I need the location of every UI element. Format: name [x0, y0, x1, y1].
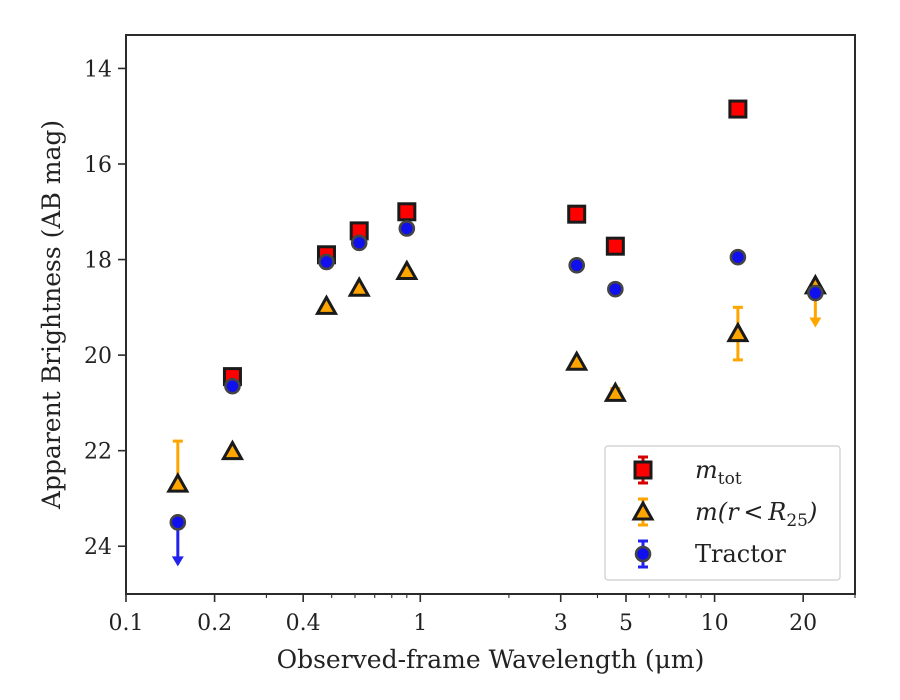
- y-tick-label: 16: [84, 153, 112, 178]
- x-tick-label: 0.4: [286, 611, 321, 636]
- data-point: [220, 439, 245, 461]
- y-tick-label: 24: [84, 535, 112, 560]
- data-point: [350, 234, 368, 252]
- data-point: [567, 204, 587, 224]
- y-axis-label: Apparent Brightness (AB mag): [37, 120, 66, 510]
- plot-area: [166, 99, 827, 567]
- data-point: [347, 276, 371, 297]
- series-triangle: [166, 259, 827, 493]
- data-point: [398, 220, 416, 237]
- data-point: [565, 350, 589, 371]
- legend: mtot m(r < R25) Tractor: [604, 445, 841, 581]
- data-point: [395, 259, 419, 281]
- legend-label: m(r < R25): [695, 498, 817, 531]
- data-point: [568, 256, 586, 274]
- x-tick-label: 0.1: [109, 611, 144, 636]
- y-tick-label: 18: [84, 249, 112, 274]
- y-tick-label: 20: [84, 344, 112, 369]
- data-point: [726, 321, 750, 343]
- x-tick-label: 10: [701, 611, 729, 636]
- x-tick-label: 5: [619, 611, 633, 636]
- data-point: [728, 99, 748, 119]
- data-point: [397, 202, 417, 222]
- data-point: [224, 377, 241, 395]
- y-tick-label: 22: [84, 440, 112, 465]
- data-point: [169, 514, 187, 531]
- legend-entry: m(r < R25): [631, 497, 817, 531]
- legend-marker: [633, 460, 653, 480]
- plot-frame: [125, 34, 856, 595]
- data-point: [807, 284, 824, 302]
- x-tick-label: 1: [413, 611, 427, 636]
- legend-box: [604, 445, 841, 581]
- y-axis: 14 16 18 20 22 24: [84, 57, 126, 560]
- series-circle: [169, 220, 824, 567]
- series-square: [222, 99, 748, 387]
- x-axis-label: Observed-frame Wavelength (μm): [277, 645, 705, 674]
- legend-marker: [631, 499, 655, 521]
- data-point: [318, 253, 335, 271]
- legend-label: mtot: [695, 456, 742, 489]
- data-point: [166, 472, 190, 493]
- legend-entry: mtot: [633, 455, 742, 489]
- legend-marker: [634, 545, 652, 563]
- limit-arrow: [171, 556, 184, 567]
- y-tick-label: 14: [84, 57, 112, 82]
- legend-label: Tractor: [695, 540, 786, 568]
- x-tick-label: 20: [789, 611, 817, 636]
- data-point: [314, 294, 339, 315]
- x-tick-label: 3: [554, 611, 568, 636]
- data-point: [607, 280, 624, 298]
- data-point: [729, 248, 747, 266]
- data-point: [603, 381, 627, 402]
- limit-arrow: [809, 317, 822, 328]
- data-point: [605, 236, 625, 256]
- x-axis: 0.1 0.2 0.4 1 3 5 10 20: [109, 594, 856, 636]
- legend-entry: Tractor: [634, 539, 786, 569]
- x-tick-label: 0.2: [197, 611, 232, 636]
